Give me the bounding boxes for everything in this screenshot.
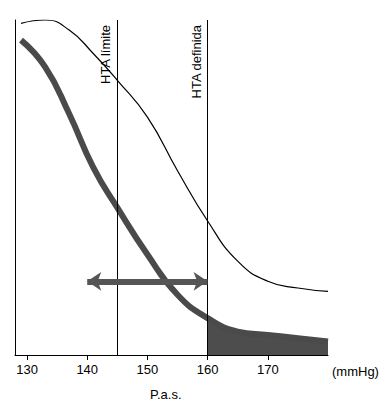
svg-text:(mmHg): (mmHg) [332, 364, 379, 379]
svg-text:160: 160 [197, 362, 219, 377]
svg-text:130: 130 [16, 362, 38, 377]
svg-text:170: 170 [257, 362, 279, 377]
svg-text:150: 150 [137, 362, 159, 377]
svg-text:HTA definida: HTA definida [189, 24, 204, 98]
svg-text:140: 140 [76, 362, 98, 377]
svg-text:HTA límite: HTA límite [98, 25, 113, 84]
svg-text:P.a.s.: P.a.s. [150, 387, 182, 402]
